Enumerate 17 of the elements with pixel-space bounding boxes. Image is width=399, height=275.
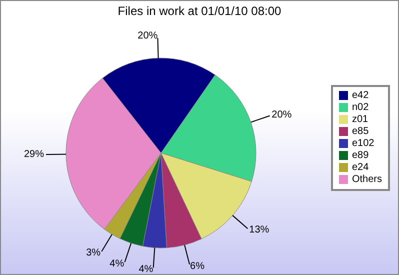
data-label: 6% bbox=[190, 260, 205, 272]
legend-label: Others bbox=[352, 174, 382, 186]
legend-label: n02 bbox=[352, 102, 369, 114]
legend-label: z01 bbox=[352, 114, 368, 126]
data-label: 3% bbox=[86, 248, 101, 259]
legend-label: e85 bbox=[352, 126, 369, 138]
data-label: 29% bbox=[24, 148, 44, 160]
legend-label: e42 bbox=[352, 90, 369, 102]
legend-label: e89 bbox=[352, 150, 369, 162]
data-label: 4% bbox=[110, 258, 124, 270]
legend-label: e102 bbox=[352, 138, 374, 150]
data-label: 20% bbox=[272, 110, 292, 121]
legend-label: e24 bbox=[352, 162, 369, 174]
data-label: 20% bbox=[138, 30, 158, 42]
data-label: 13% bbox=[249, 224, 270, 236]
chart-title: Files in work at 01/01/10 08:00 bbox=[116, 4, 282, 18]
data-label: 4% bbox=[138, 264, 154, 275]
